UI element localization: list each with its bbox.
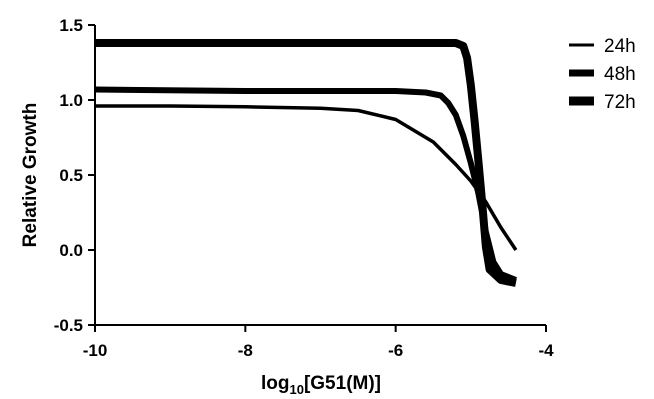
series-line-72h [95,39,517,287]
y-axis-ticks: -0.5 0.0 0.5 1.0 1.5 [54,16,95,335]
plot-area: -0.5 0.0 0.5 1.0 1.5 -10 -8 -6 -4 [54,16,554,360]
x-tick-label: -8 [238,341,253,360]
y-tick-label: 1.0 [59,91,83,110]
series-line-24h [95,104,518,251]
series-line-48h [94,86,518,283]
x-axis-title: log10[G51(M)] [261,373,381,397]
x-axis-title-suffix: [G51(M)] [304,373,381,394]
x-tick-label: -4 [538,341,554,360]
y-tick-label: 1.5 [59,16,83,35]
x-axis-title-prefix: log [261,373,290,394]
y-tick-label: 0.0 [59,241,83,260]
y-tick-label: 0.5 [59,166,83,185]
legend: 24h 48h 72h [569,36,636,113]
legend-label-24h: 24h [604,36,636,57]
x-axis-title-subscript: 10 [289,382,303,397]
legend-label-48h: 48h [604,64,636,85]
y-tick-label: -0.5 [54,316,83,335]
x-tick-label: -10 [83,341,108,360]
x-axis-ticks: -10 -8 -6 -4 [83,325,554,360]
series-layer [94,39,518,287]
legend-label-72h: 72h [604,92,636,113]
x-tick-label: -6 [388,341,403,360]
y-axis-title: Relative Growth [20,103,41,248]
